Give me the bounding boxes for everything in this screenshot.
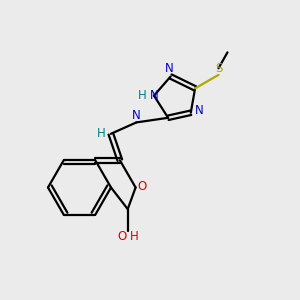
Text: H: H [97,127,106,140]
Text: N: N [165,61,173,75]
Text: H: H [138,89,147,102]
Text: S: S [215,62,222,75]
Text: N: N [132,109,141,122]
Text: O: O [138,179,147,193]
Text: O: O [118,230,127,243]
Text: N: N [150,89,158,102]
Text: N: N [195,104,203,117]
Text: H: H [130,230,139,243]
